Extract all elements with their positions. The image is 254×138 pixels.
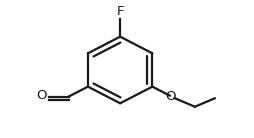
Text: O: O <box>165 90 176 103</box>
Text: F: F <box>116 5 124 18</box>
Text: O: O <box>37 89 47 102</box>
